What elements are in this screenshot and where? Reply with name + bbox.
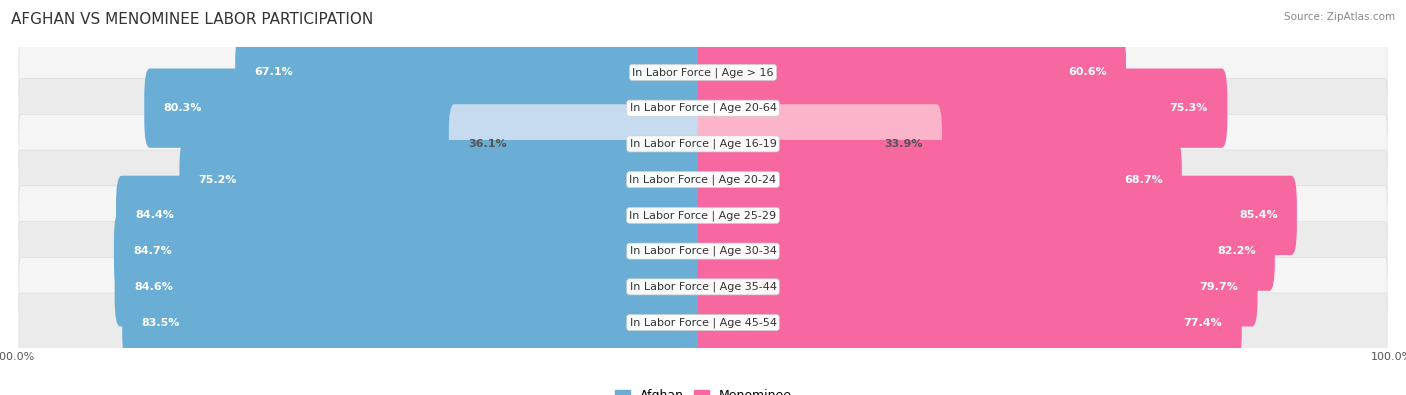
Text: 79.7%: 79.7%: [1199, 282, 1239, 292]
FancyBboxPatch shape: [697, 211, 1275, 291]
FancyBboxPatch shape: [18, 186, 1388, 245]
Text: 75.3%: 75.3%: [1170, 103, 1208, 113]
FancyBboxPatch shape: [18, 293, 1388, 352]
FancyBboxPatch shape: [18, 222, 1388, 281]
FancyBboxPatch shape: [697, 68, 1227, 148]
FancyBboxPatch shape: [697, 33, 1126, 112]
FancyBboxPatch shape: [235, 33, 709, 112]
Legend: Afghan, Menominee: Afghan, Menominee: [609, 384, 797, 395]
Text: 33.9%: 33.9%: [884, 139, 922, 149]
Text: 84.6%: 84.6%: [134, 282, 173, 292]
Text: AFGHAN VS MENOMINEE LABOR PARTICIPATION: AFGHAN VS MENOMINEE LABOR PARTICIPATION: [11, 12, 374, 27]
Text: Source: ZipAtlas.com: Source: ZipAtlas.com: [1284, 12, 1395, 22]
Text: In Labor Force | Age 16-19: In Labor Force | Age 16-19: [630, 139, 776, 149]
Text: 67.1%: 67.1%: [254, 68, 294, 77]
Text: 36.1%: 36.1%: [468, 139, 506, 149]
FancyBboxPatch shape: [114, 211, 709, 291]
FancyBboxPatch shape: [18, 79, 1388, 138]
Text: In Labor Force | Age 20-24: In Labor Force | Age 20-24: [630, 174, 776, 185]
Text: 75.2%: 75.2%: [198, 175, 238, 184]
Text: 85.4%: 85.4%: [1239, 211, 1278, 220]
Text: 77.4%: 77.4%: [1184, 318, 1222, 327]
Text: 84.4%: 84.4%: [135, 211, 174, 220]
FancyBboxPatch shape: [18, 150, 1388, 209]
FancyBboxPatch shape: [122, 283, 709, 362]
FancyBboxPatch shape: [697, 176, 1296, 255]
FancyBboxPatch shape: [115, 247, 709, 327]
FancyBboxPatch shape: [180, 140, 709, 219]
Text: 82.2%: 82.2%: [1218, 246, 1256, 256]
FancyBboxPatch shape: [18, 257, 1388, 316]
Text: In Labor Force | Age 20-64: In Labor Force | Age 20-64: [630, 103, 776, 113]
FancyBboxPatch shape: [117, 176, 709, 255]
Text: 83.5%: 83.5%: [142, 318, 180, 327]
Text: 84.7%: 84.7%: [134, 246, 172, 256]
FancyBboxPatch shape: [145, 68, 709, 148]
Text: In Labor Force | Age 25-29: In Labor Force | Age 25-29: [630, 210, 776, 221]
FancyBboxPatch shape: [18, 114, 1388, 173]
Text: 60.6%: 60.6%: [1069, 68, 1107, 77]
FancyBboxPatch shape: [18, 43, 1388, 102]
FancyBboxPatch shape: [697, 247, 1257, 327]
Text: In Labor Force | Age 30-34: In Labor Force | Age 30-34: [630, 246, 776, 256]
FancyBboxPatch shape: [449, 104, 709, 184]
Text: 80.3%: 80.3%: [163, 103, 202, 113]
Text: In Labor Force | Age 45-54: In Labor Force | Age 45-54: [630, 317, 776, 328]
Text: In Labor Force | Age 35-44: In Labor Force | Age 35-44: [630, 282, 776, 292]
FancyBboxPatch shape: [697, 104, 942, 184]
Text: In Labor Force | Age > 16: In Labor Force | Age > 16: [633, 67, 773, 78]
Text: 68.7%: 68.7%: [1123, 175, 1163, 184]
FancyBboxPatch shape: [697, 283, 1241, 362]
FancyBboxPatch shape: [697, 140, 1182, 219]
